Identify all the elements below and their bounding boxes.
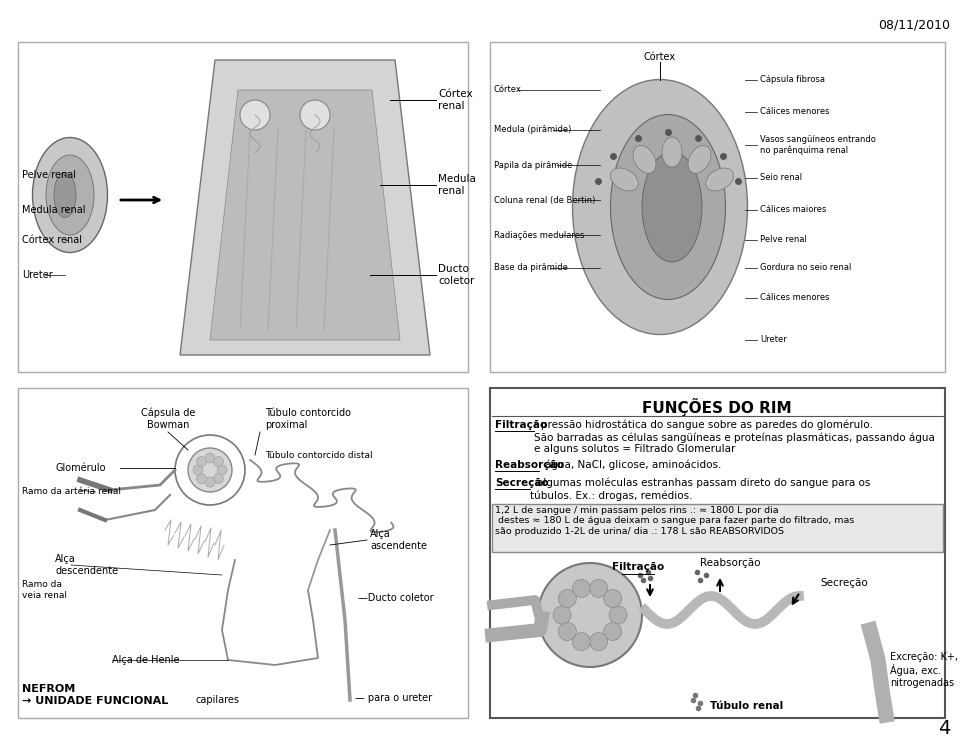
Circle shape [559,622,576,641]
Text: Radiações medulares: Radiações medulares [494,231,585,239]
Text: Reabsorção: Reabsorção [700,558,760,568]
Text: Glomérulo: Glomérulo [55,463,106,473]
Text: Cápsula fibrosa: Cápsula fibrosa [760,75,825,84]
Text: Córtex: Córtex [494,86,522,95]
Text: Secreção: Secreção [495,478,549,488]
Ellipse shape [33,137,108,252]
Text: capilares: capilares [195,695,239,705]
Circle shape [589,580,608,598]
Circle shape [213,474,224,483]
Text: Cálices menores: Cálices menores [760,293,829,302]
Ellipse shape [642,152,702,262]
Text: Reabsorção: Reabsorção [495,460,564,470]
Polygon shape [180,60,430,355]
Text: Ramo da
veia renal: Ramo da veia renal [22,580,67,600]
Circle shape [604,589,622,607]
Text: Vasos sangüíneos entrando
no parênquima renal: Vasos sangüíneos entrando no parênquima … [760,135,876,155]
Text: Alça
descendente: Alça descendente [55,554,118,576]
Text: NEFROM
→ UNIDADE FUNCIONAL: NEFROM → UNIDADE FUNCIONAL [22,684,168,706]
Text: Túbulo contorcido distal: Túbulo contorcido distal [265,451,372,460]
Text: Ducto
coletor: Ducto coletor [438,264,474,286]
Bar [492,504,943,552]
Text: — para o ureter: — para o ureter [355,693,432,703]
Text: Medula
renal: Medula renal [438,175,476,195]
Text: Medula (pirâmide): Medula (pirâmide) [494,125,571,134]
Circle shape [205,453,215,463]
Text: Filtração: Filtração [612,562,664,572]
Text: Ureter: Ureter [22,270,53,280]
Bar [490,42,945,372]
Text: Pelve renal: Pelve renal [22,170,76,180]
Text: Alça
ascendente: Alça ascendente [370,529,427,551]
Text: Papila da pirâmide: Papila da pirâmide [494,160,572,169]
Text: Alça de Henle: Alça de Henle [112,655,180,665]
Polygon shape [210,90,400,340]
Circle shape [197,457,206,466]
Ellipse shape [611,114,726,299]
Ellipse shape [706,168,733,191]
Ellipse shape [688,145,711,173]
Text: : água, NaCl, glicose, aminoácidos.: : água, NaCl, glicose, aminoácidos. [539,460,722,471]
Text: Ureter: Ureter [760,336,787,345]
Circle shape [553,606,571,624]
Text: 08/11/2010: 08/11/2010 [878,18,950,31]
Text: 4: 4 [938,719,950,738]
Text: Coluna renal (de Bertin): Coluna renal (de Bertin) [494,195,595,204]
Ellipse shape [611,168,638,191]
Text: Cápsula de
Bowman: Cápsula de Bowman [141,408,195,430]
Circle shape [589,633,608,651]
Text: Excreção: K+, H+
Água, exc.
nitrogenadas: Excreção: K+, H+ Água, exc. nitrogenadas [890,652,960,688]
Text: Pelve renal: Pelve renal [760,236,806,245]
Circle shape [217,465,227,475]
Circle shape [559,589,576,607]
Text: Cálices menores: Cálices menores [760,107,829,116]
Bar [18,42,468,372]
Circle shape [197,474,206,483]
Text: Cálices maiores: Cálices maiores [760,205,827,215]
Circle shape [240,100,270,130]
Circle shape [572,580,590,598]
Text: Filtração: Filtração [495,420,547,430]
Circle shape [213,457,224,466]
Text: FUNÇÕES DO RIM: FUNÇÕES DO RIM [642,398,792,416]
Circle shape [538,563,642,667]
Bar [18,388,468,718]
Circle shape [193,465,203,475]
Text: Gordura no seio renal: Gordura no seio renal [760,263,852,272]
Circle shape [572,633,590,651]
Text: Secreção: Secreção [820,578,868,588]
Text: Córtex: Córtex [644,52,676,62]
Text: Base da pirâmide: Base da pirâmide [494,263,568,272]
Text: 1,2 L de sangue / min passam pelos rins .: ≈ 1800 L por dia
 destes ≈ 180 L de á: 1,2 L de sangue / min passam pelos rins … [495,506,854,536]
Circle shape [205,477,215,487]
Text: : algumas moléculas estranhas passam direto do sangue para os
túbulos. Ex.: drog: : algumas moléculas estranhas passam dir… [530,478,870,501]
Circle shape [609,606,627,624]
Text: Túbulo renal: Túbulo renal [710,701,783,711]
Text: : pressão hidrostática do sangue sobre as paredes do glomérulo.
São barradas as : : pressão hidrostática do sangue sobre a… [534,420,935,454]
Text: Túbulo contorcido
proximal: Túbulo contorcido proximal [265,408,351,430]
Text: Seio renal: Seio renal [760,174,803,183]
Ellipse shape [662,137,682,167]
Text: Ramo da artéria renal: Ramo da artéria renal [22,487,121,497]
Ellipse shape [572,80,748,334]
Text: Córtex
renal: Córtex renal [438,90,472,111]
Ellipse shape [46,155,94,235]
Circle shape [300,100,330,130]
Text: Córtex renal: Córtex renal [22,235,82,245]
Text: —Ducto coletor: —Ducto coletor [358,593,434,603]
Ellipse shape [54,172,76,218]
Text: Medula renal: Medula renal [22,205,85,215]
Circle shape [188,448,232,492]
Bar [490,388,945,718]
Ellipse shape [633,145,656,173]
Circle shape [604,622,622,641]
